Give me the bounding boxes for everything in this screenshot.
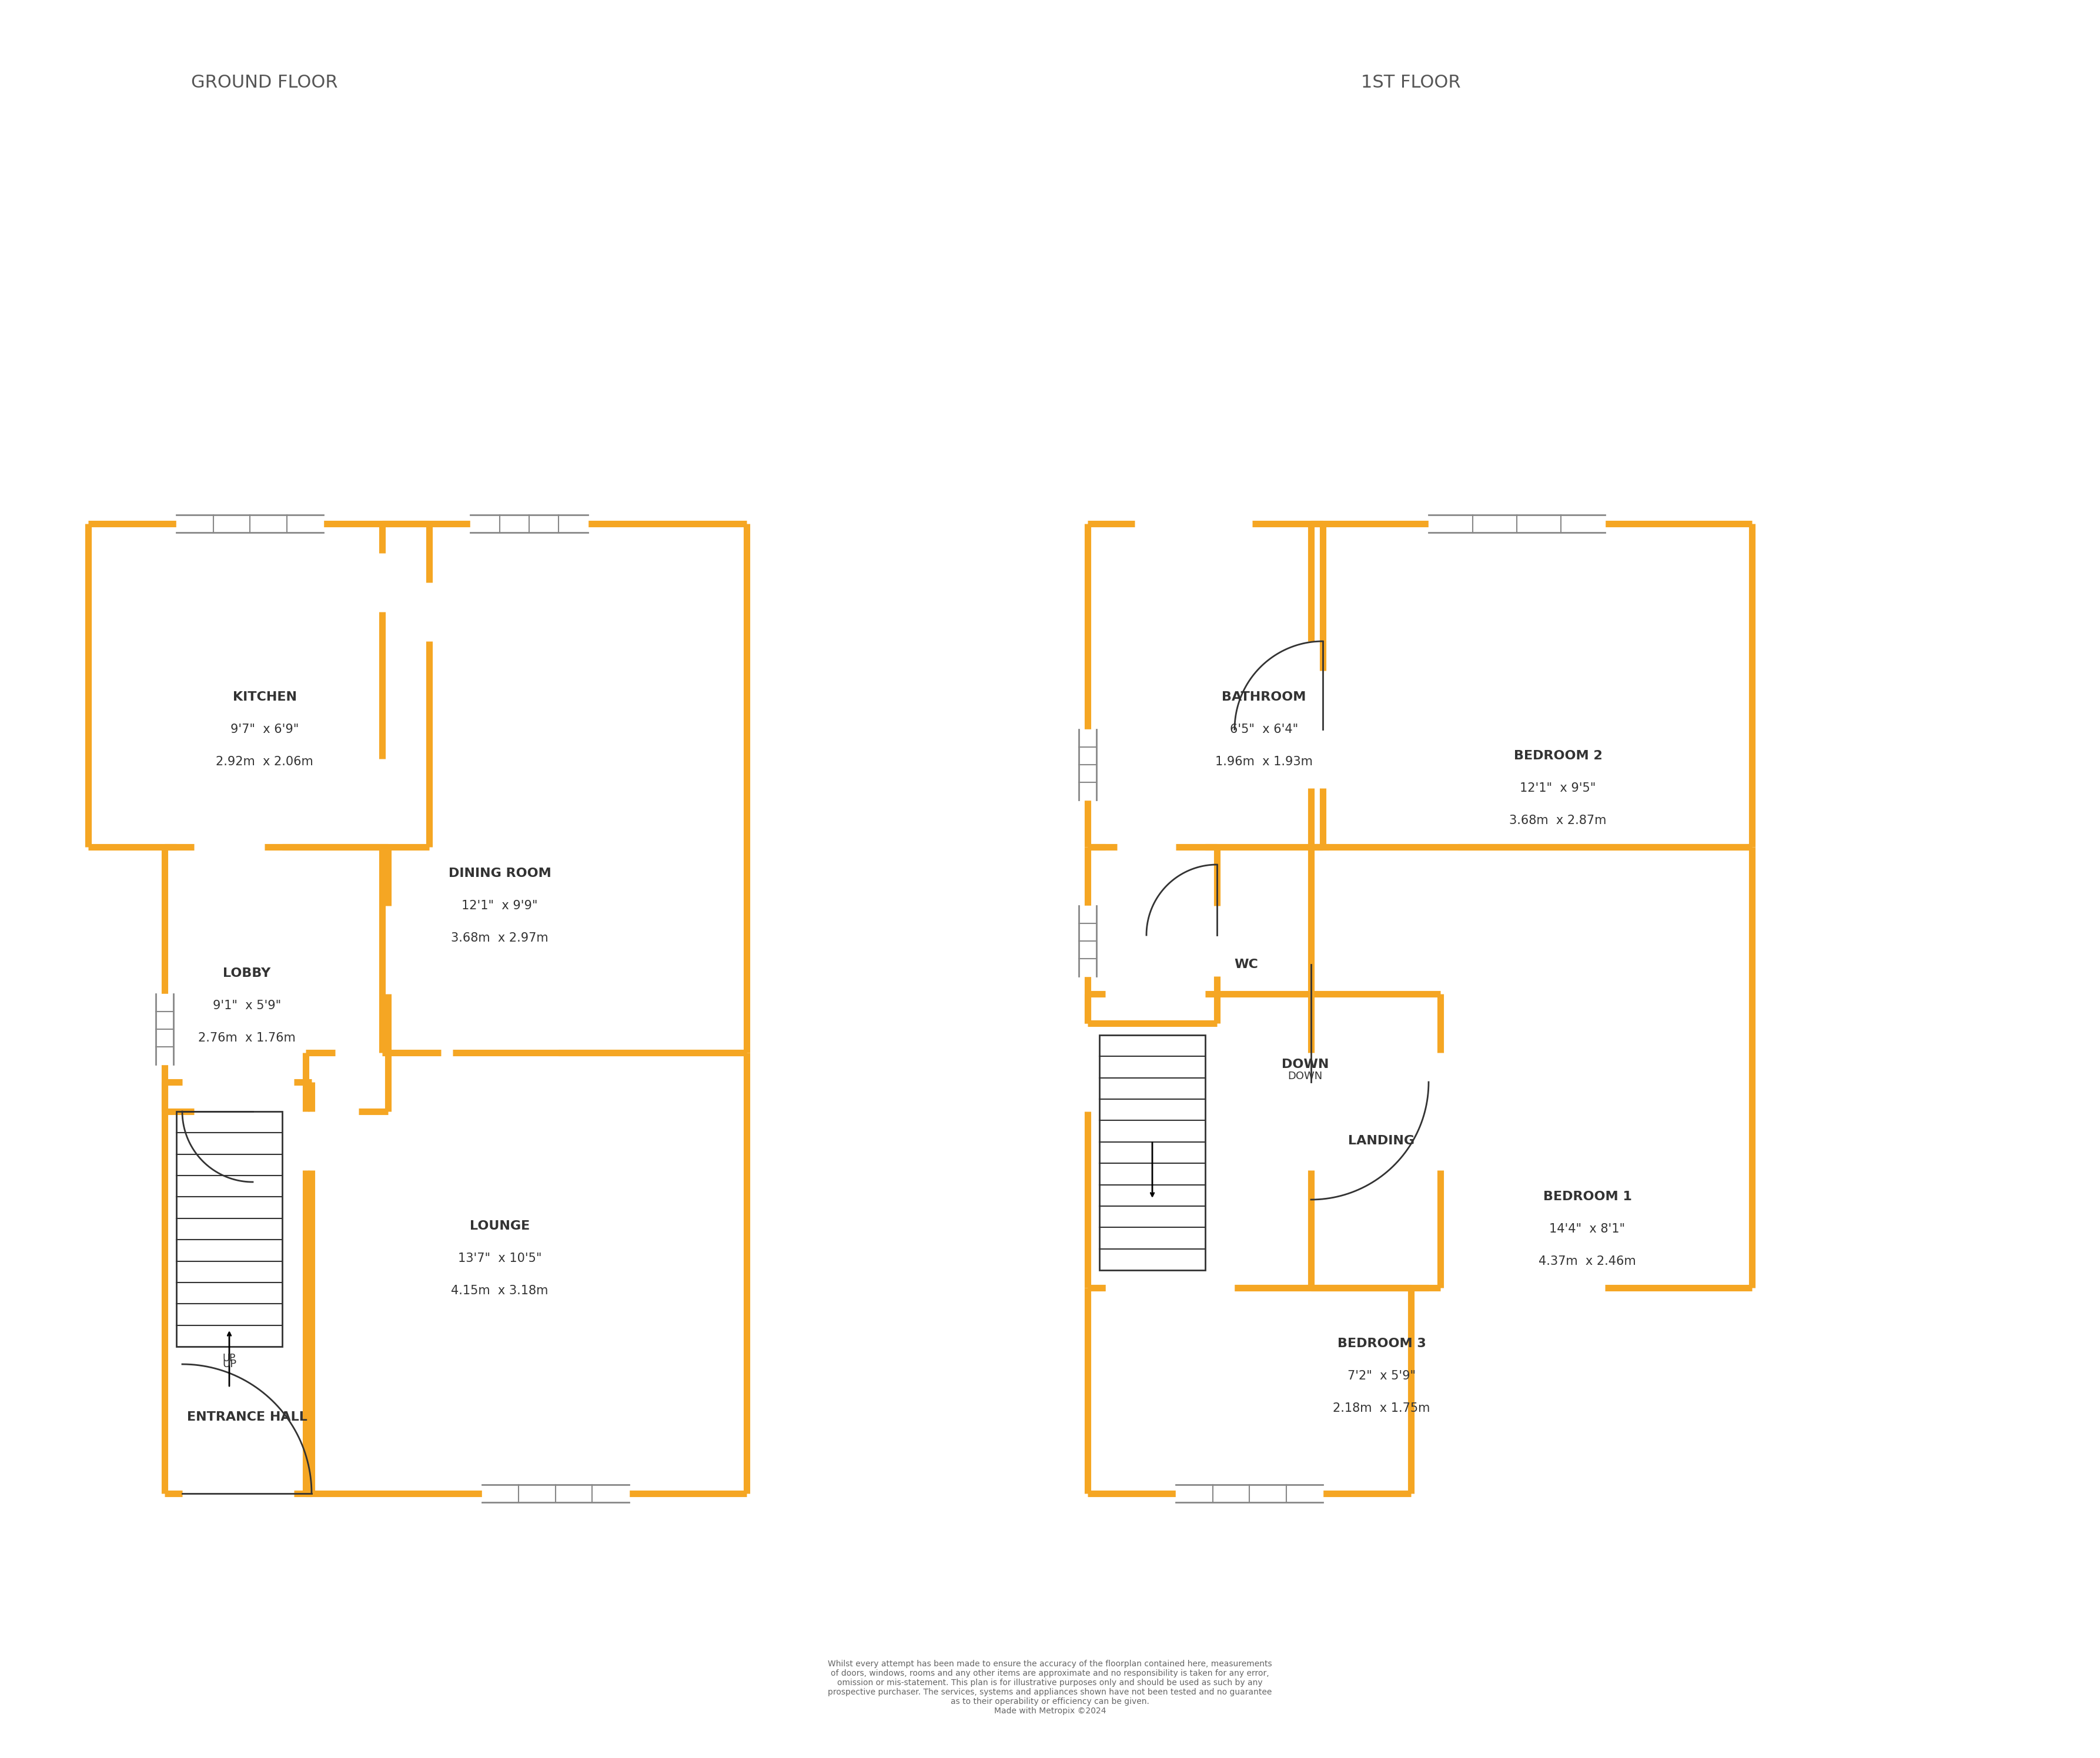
Text: 4.15m  x 3.18m: 4.15m x 3.18m [452, 1285, 548, 1297]
Text: 2.76m  x 1.76m: 2.76m x 1.76m [197, 1032, 296, 1044]
Text: 3.68m  x 2.97m: 3.68m x 2.97m [452, 932, 548, 944]
Text: KITCHEN: KITCHEN [233, 691, 296, 703]
Text: Whilst every attempt has been made to ensure the accuracy of the floorplan conta: Whilst every attempt has been made to en… [827, 1660, 1273, 1716]
Text: ENTRANCE HALL: ENTRANCE HALL [187, 1412, 307, 1422]
Text: 2.92m  x 2.06m: 2.92m x 2.06m [216, 756, 313, 768]
Text: UP: UP [223, 1359, 237, 1369]
Text: DOWN: DOWN [1281, 1058, 1329, 1071]
Text: DINING ROOM: DINING ROOM [449, 867, 550, 879]
Text: 9'1"  x 5'9": 9'1" x 5'9" [212, 1000, 281, 1011]
Text: 1.96m  x 1.93m: 1.96m x 1.93m [1216, 756, 1312, 768]
Text: WC: WC [1235, 958, 1258, 970]
Text: DOWN: DOWN [1287, 1071, 1323, 1081]
Text: 7'2"  x 5'9": 7'2" x 5'9" [1348, 1369, 1415, 1382]
Text: 14'4"  x 8'1": 14'4" x 8'1" [1550, 1224, 1625, 1234]
Text: 13'7"  x 10'5": 13'7" x 10'5" [458, 1252, 542, 1264]
Text: 9'7"  x 6'9": 9'7" x 6'9" [231, 724, 298, 735]
Text: BATHROOM: BATHROOM [1222, 691, 1306, 703]
Text: 1ST FLOOR: 1ST FLOOR [1361, 74, 1462, 91]
Bar [176, 1111, 281, 1347]
Text: UP: UP [223, 1354, 235, 1364]
Text: LOBBY: LOBBY [223, 967, 271, 979]
Text: BEDROOM 1: BEDROOM 1 [1544, 1190, 1632, 1202]
Text: 4.37m  x 2.46m: 4.37m x 2.46m [1539, 1255, 1636, 1268]
Text: 2.18m  x 1.75m: 2.18m x 1.75m [1334, 1403, 1430, 1413]
Bar [1100, 1035, 1205, 1271]
Text: GROUND FLOOR: GROUND FLOOR [191, 74, 338, 91]
Text: 12'1"  x 9'5": 12'1" x 9'5" [1520, 782, 1596, 795]
Text: BEDROOM 2: BEDROOM 2 [1514, 751, 1602, 761]
Text: 12'1"  x 9'9": 12'1" x 9'9" [462, 900, 538, 912]
Text: 3.68m  x 2.87m: 3.68m x 2.87m [1510, 814, 1607, 826]
Text: BEDROOM 3: BEDROOM 3 [1338, 1338, 1426, 1350]
Text: LANDING: LANDING [1348, 1136, 1415, 1146]
Text: 6'5"  x 6'4": 6'5" x 6'4" [1231, 724, 1298, 735]
Text: LOUNGE: LOUNGE [470, 1220, 529, 1232]
